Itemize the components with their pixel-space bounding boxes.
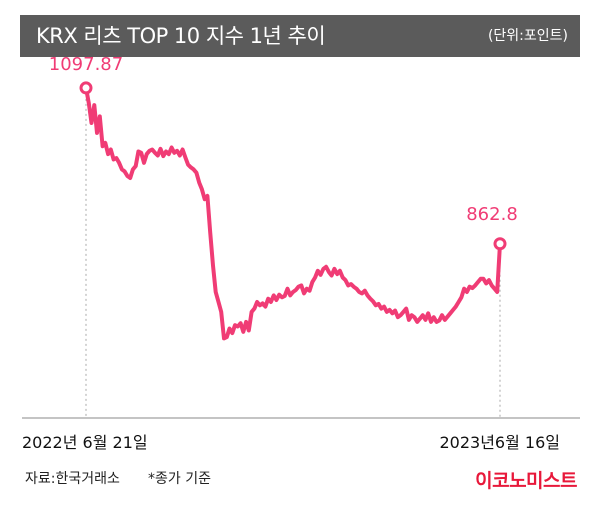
start-point-marker xyxy=(79,81,93,95)
x-start-label: 2022년 6월 21일 xyxy=(22,433,148,452)
unit-label: (단위:포인트) xyxy=(487,28,568,44)
x-end-label: 2023년6월 16일 xyxy=(439,433,560,452)
start-value-label: 1097.87 xyxy=(49,54,123,75)
end-value-label: 862.8 xyxy=(466,204,518,225)
chart-title: KRX 리츠 TOP 10 지수 1년 추이 xyxy=(36,24,326,48)
source-note: 자료:한국거래소 xyxy=(25,471,120,487)
end-point-marker xyxy=(493,237,507,251)
brand-logo: 이코노미스트 xyxy=(475,470,577,492)
title-bar: KRX 리츠 TOP 10 지수 1년 추이 (단위:포인트) xyxy=(20,15,580,57)
basis-note: *종가 기준 xyxy=(148,471,211,487)
index-series-line xyxy=(84,85,502,341)
line-chart: 1097.87 862.8 2022년 6월 21일 2023년6월 16일 xyxy=(22,54,580,452)
